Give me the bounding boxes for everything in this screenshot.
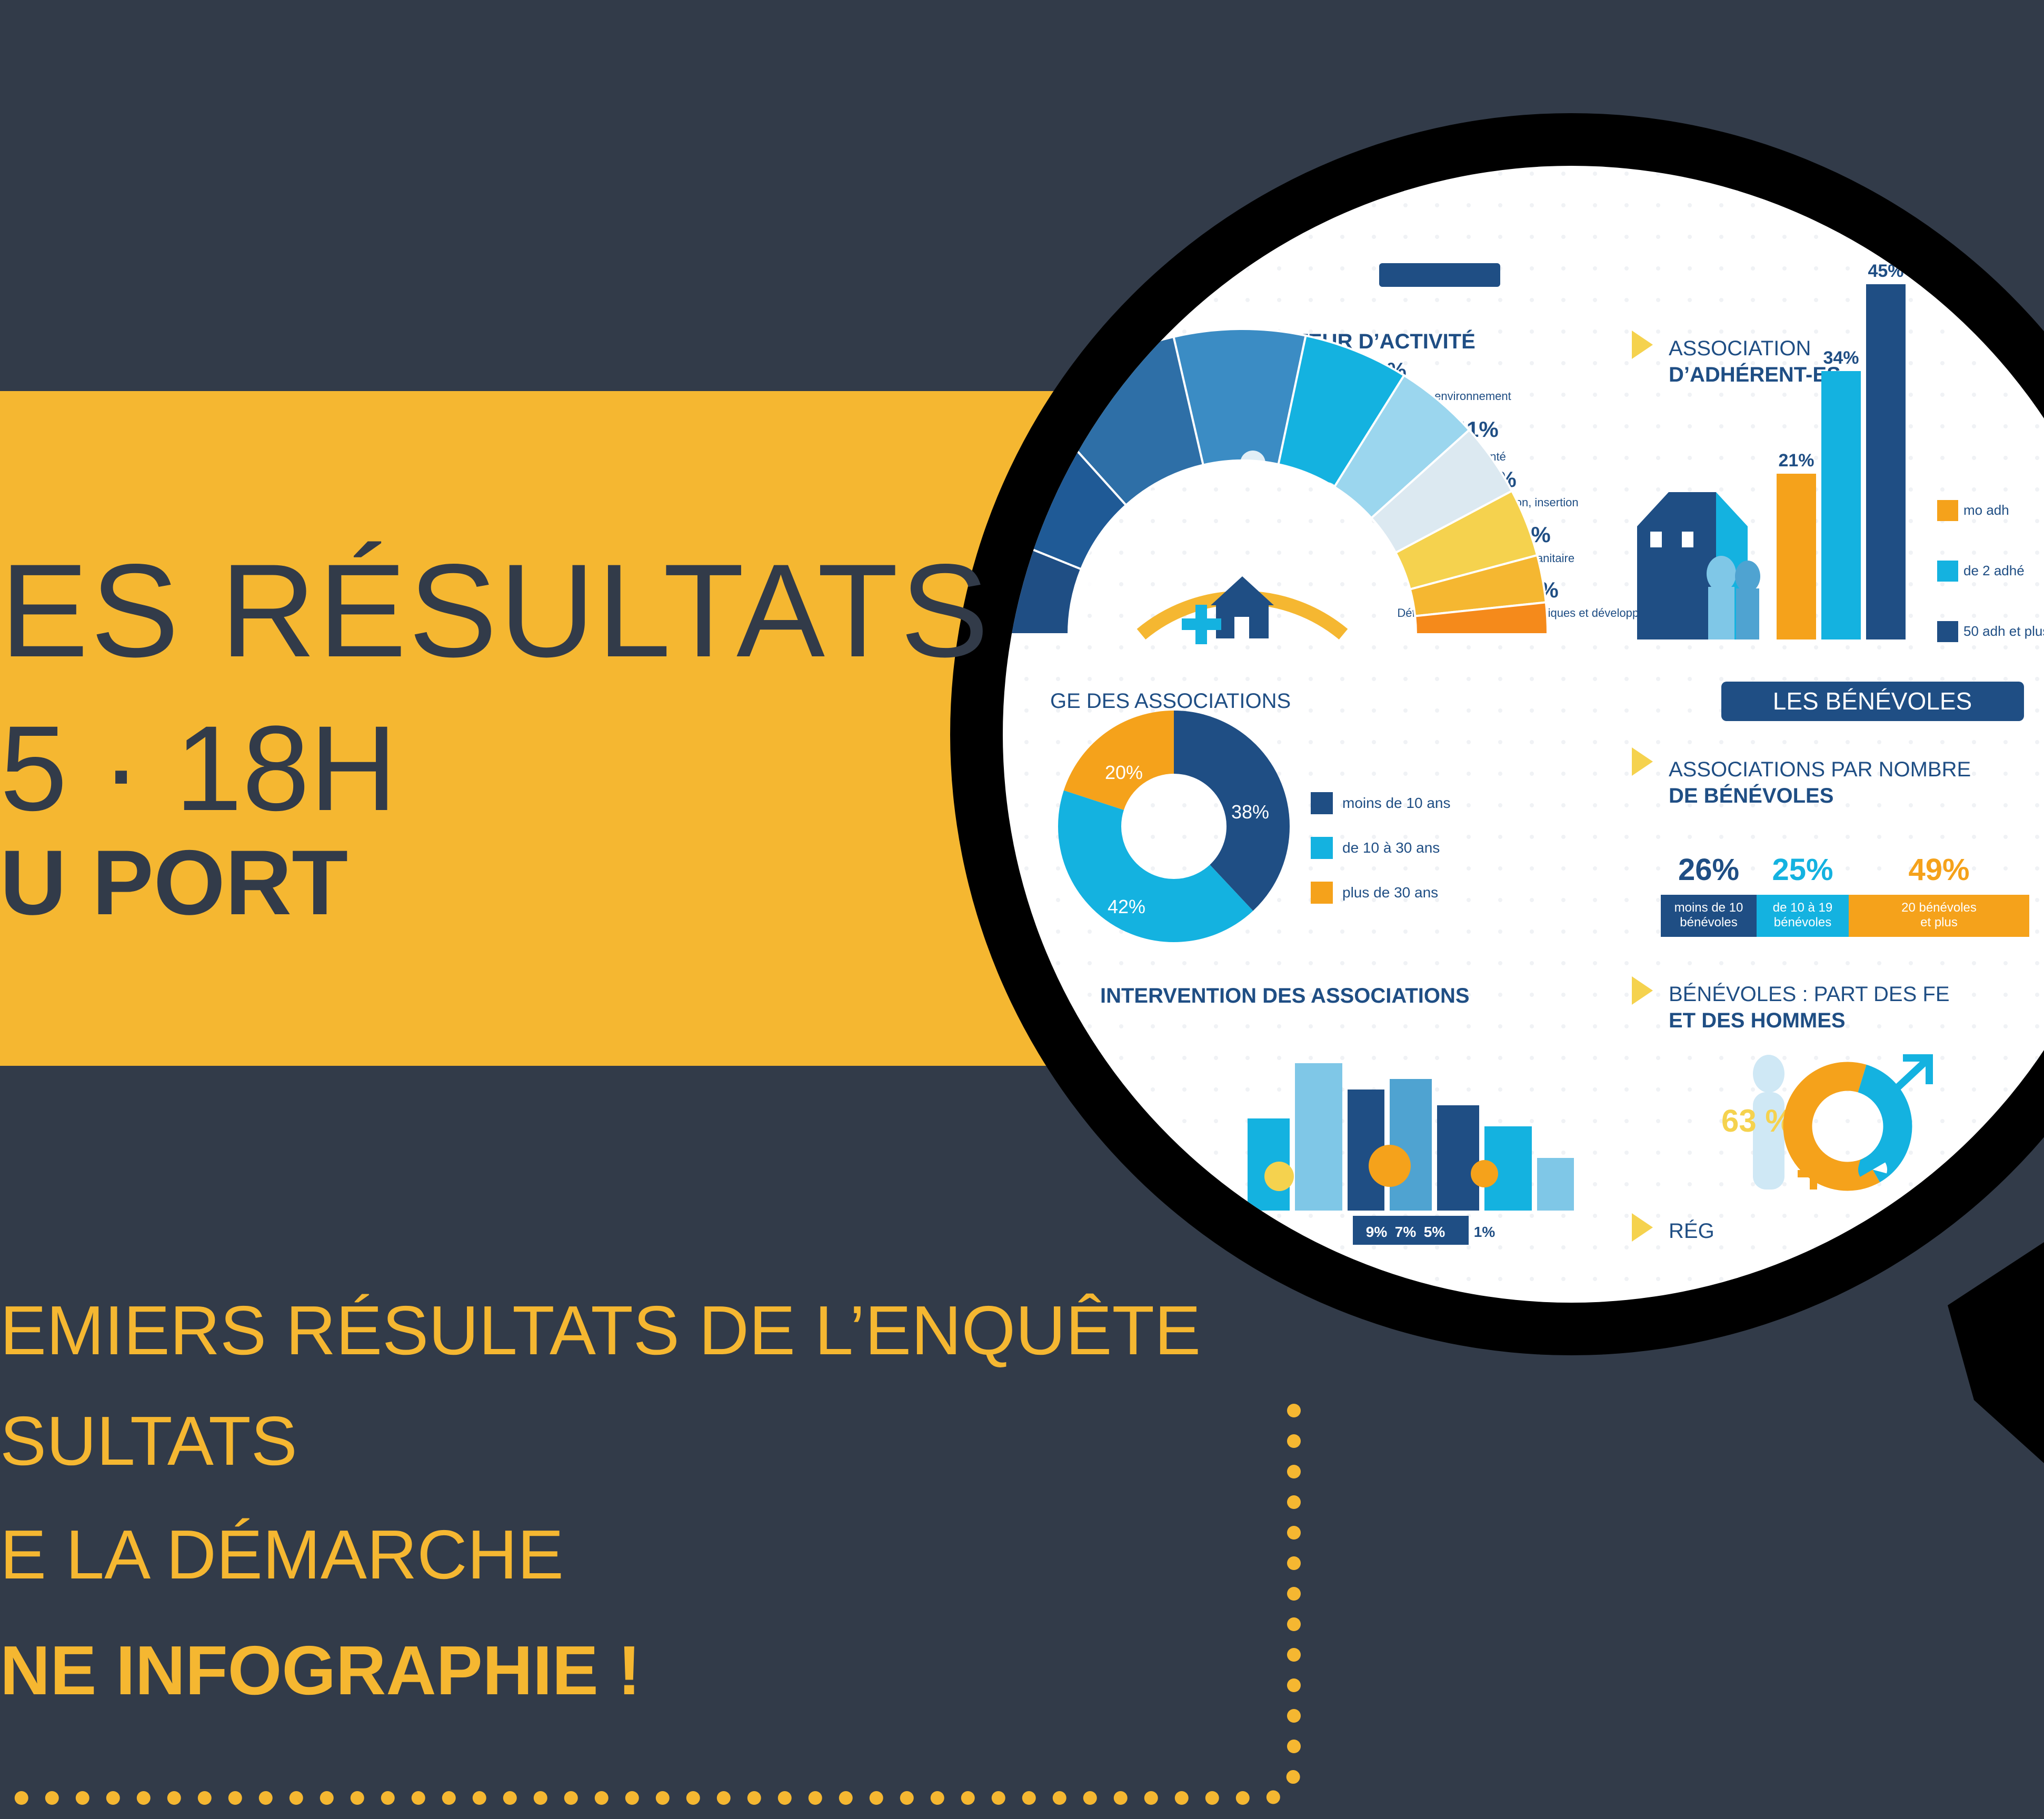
agenda-item-3: E LA DÉMARCHE [0,1516,564,1593]
segment-icon [1345,522,1371,547]
intervention-figure: 5% [1424,1224,1445,1240]
members-legend-label: de 2 adhé [1963,563,2025,578]
intervention-figures: 9% 7% 5% 1% [1366,1224,1495,1240]
legend-swatch [1937,500,1958,521]
volunteers-pct: 26% [1678,853,1739,887]
building-illustration [1637,492,1760,639]
volunteers-segment [1849,895,2029,937]
chevron-icon [1632,331,1653,359]
volunteers-label: et plus [1920,915,1958,930]
legend-swatch [1311,882,1333,904]
intervention-figure: 9% [1366,1224,1388,1240]
members-bars: 21%34%45% [1777,261,1906,639]
gender-title-2: ET DES HOMMES [1669,1009,1846,1032]
age-legend: moins de 10 ans de 10 à 30 ans plus de 30 … [1311,792,1450,904]
house-icon [1211,576,1274,638]
segment-icon [1314,482,1339,507]
intervention-title: INTERVENTION DES ASSOCIATIONS [1100,984,1470,1007]
female-cross-icon [1798,1155,1829,1190]
segment-icon [1143,490,1168,515]
legend-swatch [1937,561,1958,582]
volunteers-segment [1757,895,1849,937]
volunteers-pct: 49% [1908,853,1969,887]
members-title-2: D’ADHÉRENT-ES [1669,363,1841,386]
top-banner [1379,263,1500,287]
members-title-1: ASSOCIATION [1669,337,1811,360]
members-legend-label: mo adh [1963,502,2009,518]
age-legend-label: moins de 10 ans [1342,795,1450,811]
legend-swatch [1937,621,1958,642]
age-title: GE DES ASSOCIATIONS [1050,689,1291,713]
members-bar [1866,284,1906,639]
donut-label: 42% [1108,896,1145,917]
legend-swatch [1311,792,1333,814]
agenda-item-2: SULTATS [0,1402,297,1480]
segment-icon [1240,451,1265,476]
dotted-frame [0,1404,1301,1805]
legend-swatch [1311,837,1333,859]
donut-slice [1058,711,1290,942]
intervention-figure: 7% [1395,1224,1417,1240]
segment-icon [1082,566,1108,592]
volunteers-label: 20 bénévoles [1901,901,1977,915]
volunteers-label: de 10 à 19 [1773,901,1832,915]
chevron-icon [1632,976,1653,1005]
donut-slice [1058,711,1290,942]
headline: ES RÉSULTATS [0,537,991,685]
infographic: ECTEUR D’ACTIVITÉ 19%Sports11%Défense de… [1003,166,2044,1303]
segment-icon [1377,561,1402,586]
donut-label: 20% [1105,762,1143,783]
age-legend-label: plus de 30 ans [1342,884,1438,901]
gender-ring-men [1783,1062,1912,1191]
volunteers-pct: 25% [1772,853,1833,887]
members-legend: mo adh de 2 adhé 50 adh et plus [1937,500,2044,642]
gender-title-1: BÉNÉVOLES : PART DES FE [1669,982,1950,1006]
agenda-item-4: NE INFOGRAPHIE ! [0,1632,641,1709]
volunteers-title-2: DE BÉNÉVOLES [1669,784,1833,807]
members-bar [1821,371,1861,639]
members-bar [1777,474,1816,639]
volunteers-segment [1661,895,1757,937]
date-time: 5 · 18H [0,701,397,836]
gender-pct: 63 % [1721,1103,1793,1138]
male-arrow-icon [1887,1054,1933,1098]
volunteers-banner-text: LES BÉNÉVOLES [1773,687,1972,715]
magnifier-handle [1948,1242,2044,1463]
members-bar-label: 34% [1823,348,1859,368]
city-illustration [1248,1063,1574,1211]
chevron-icon [1632,747,1653,776]
members-legend-label: 50 adh et plus [1963,623,2044,639]
region-label: RÉG [1669,1219,1714,1243]
plus-icon [1182,605,1221,644]
gender-ring [1783,1062,1912,1191]
person-silhouette [1753,1055,1784,1190]
agenda-item-1: EMIERS RÉSULTATS DE L’ENQUÊTE [0,1292,1201,1369]
intervention-figure: 1% [1474,1224,1495,1240]
age-legend-label: de 10 à 30 ans [1342,839,1440,856]
fan-segment [1413,601,1549,635]
donut-label: 38% [1231,801,1269,823]
venue: U PORT [0,832,348,934]
volunteers-banner [1721,682,2024,721]
age-donut: 38% 42% 20% [1058,711,1290,942]
intervention-figures-strip [1353,1216,1469,1245]
chevron-icon [1632,1213,1653,1242]
volunteers-title-1: ASSOCIATIONS PAR NOMBRE [1669,758,1971,781]
members-bar-label: 21% [1778,451,1814,471]
volunteers-label: moins de 10 [1674,901,1743,915]
volunteers-label: bénévoles [1774,915,1831,930]
volunteers-label: bénévoles [1680,915,1737,930]
